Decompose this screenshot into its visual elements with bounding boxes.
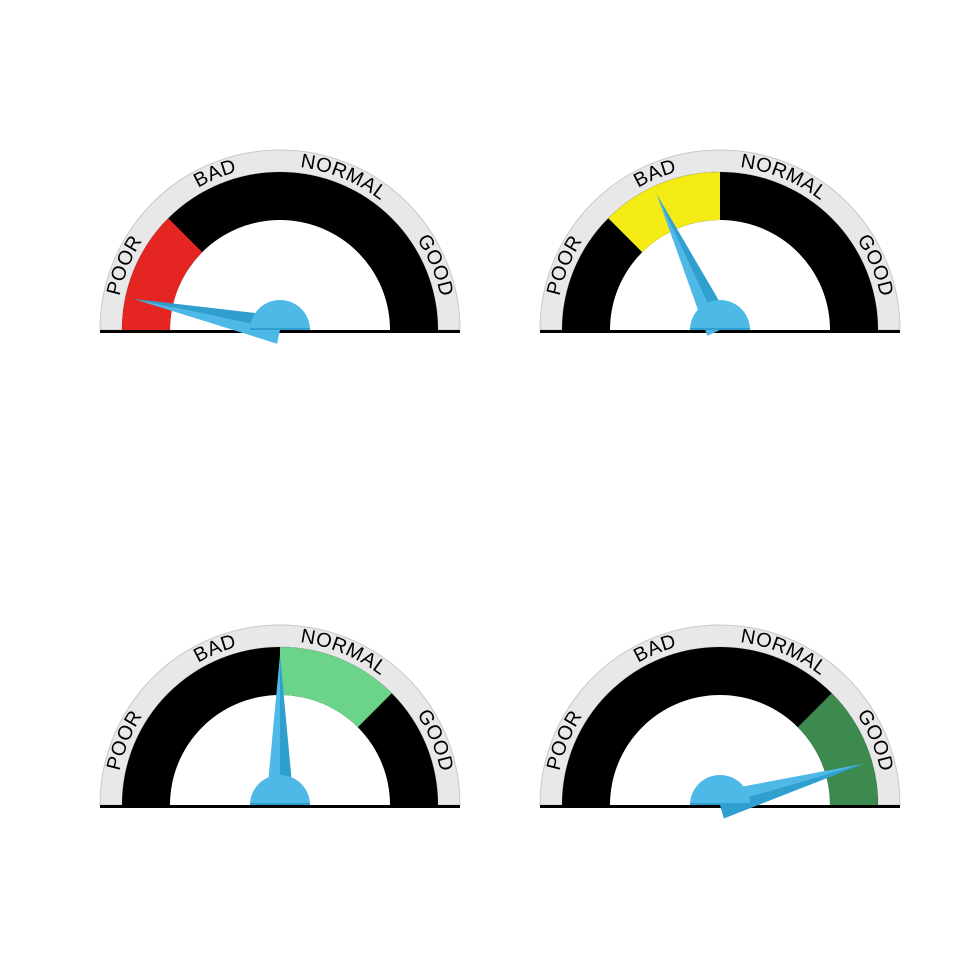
gauge-hub [250, 775, 310, 805]
gauge-hub [690, 775, 750, 805]
gauge-poor: POORBADNORMALGOOD [80, 130, 480, 350]
gauge-good: POORBADNORMALGOOD [520, 605, 920, 825]
gauge-bad: POORBADNORMALGOOD [520, 130, 920, 350]
gauge-grid: POORBADNORMALGOOD POORBADNORMALGOOD POOR… [0, 0, 980, 980]
gauge-hub [250, 300, 310, 330]
gauge-normal: POORBADNORMALGOOD [80, 605, 480, 825]
